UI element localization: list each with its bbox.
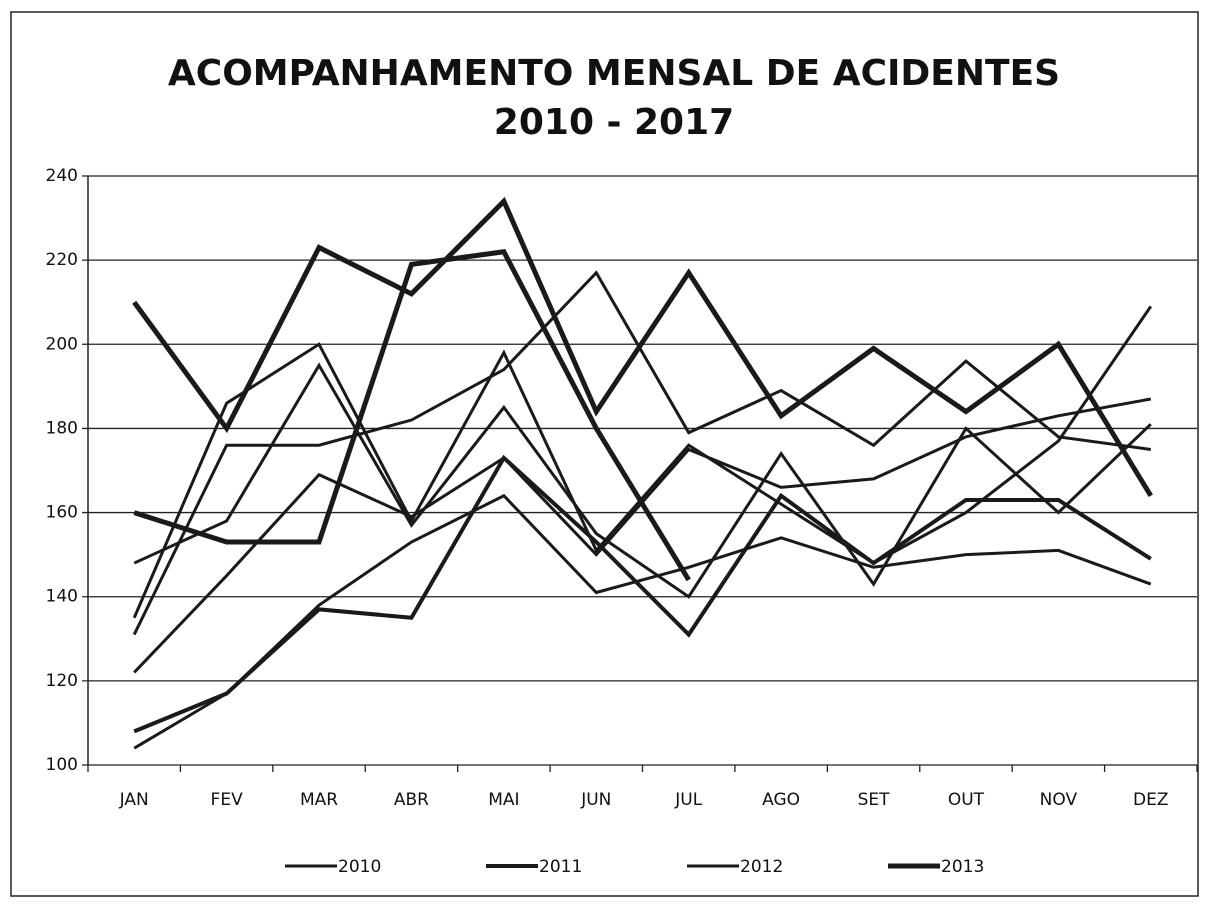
series-line: [132, 196, 1153, 498]
x-tick-label: MAI: [488, 790, 519, 810]
y-tick-label: 240: [46, 166, 78, 186]
x-tick-label: OUT: [948, 790, 985, 810]
chart-title: 2010 - 2017: [494, 102, 734, 143]
legend-label: 2013: [941, 857, 984, 877]
x-tick-label: JAN: [119, 790, 149, 810]
chart-border: [10, 11, 1199, 897]
x-tick-label: AGO: [762, 790, 800, 810]
legend-label: 2011: [539, 857, 582, 877]
x-tick-label: JUN: [580, 790, 611, 810]
x-tick-label: DEZ: [1133, 790, 1168, 810]
series-line: [133, 493, 1152, 750]
y-tick-label: 180: [46, 418, 78, 438]
y-tick-label: 200: [46, 334, 78, 354]
legend-label: 2012: [740, 857, 783, 877]
x-tick-label: JUL: [674, 790, 702, 810]
series-line: [132, 270, 1151, 636]
series-line: [132, 305, 1153, 619]
y-tick-label: 160: [46, 503, 78, 523]
y-tick-label: 220: [46, 250, 78, 270]
x-tick-label: SET: [858, 790, 891, 810]
x-tick-label: ABR: [394, 790, 429, 810]
legend-label: 2010: [338, 857, 381, 877]
y-tick-label: 100: [46, 755, 78, 775]
series-line: [133, 249, 691, 582]
series-line: [133, 362, 1152, 599]
x-tick-label: MAR: [300, 790, 338, 810]
x-tick-label: NOV: [1040, 790, 1078, 810]
y-tick-label: 120: [46, 671, 78, 691]
y-tick-label: 140: [46, 587, 78, 607]
chart-title: ACOMPANHAMENTO MENSAL DE ACIDENTES: [168, 53, 1060, 94]
x-tick-label: FEV: [211, 790, 244, 810]
